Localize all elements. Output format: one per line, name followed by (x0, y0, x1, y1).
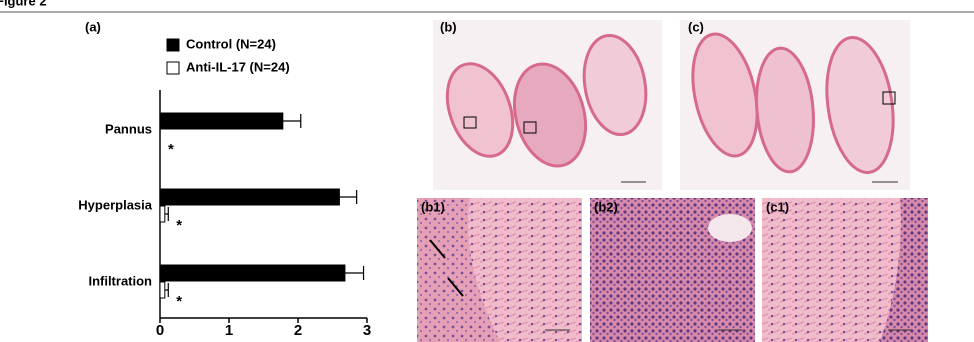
bar (159, 205, 166, 223)
significance-mark: * (168, 141, 174, 158)
legend-label: Control (N=24) (186, 36, 276, 51)
image-c1 (762, 198, 928, 342)
panel-label: (c) (688, 19, 704, 34)
error-bar (164, 207, 169, 221)
image-b (433, 20, 662, 190)
x-tick-label: 3 (363, 322, 371, 339)
category-label: Infiltration (88, 273, 152, 288)
panel-label: (c1) (766, 199, 789, 214)
error-bar (282, 114, 302, 128)
error-bar (344, 266, 365, 280)
bar (159, 281, 166, 299)
significance-mark: * (176, 217, 182, 234)
x-tick-label: 1 (225, 322, 233, 339)
panel-label: (b2) (594, 199, 618, 214)
bar (159, 112, 284, 130)
x-tick-label: 2 (294, 322, 302, 339)
error-bar (164, 283, 169, 297)
bar (159, 188, 340, 206)
panel-label: (b1) (421, 199, 445, 214)
image-b2 (590, 198, 755, 342)
category-label: Pannus (105, 121, 152, 136)
legend-swatch (166, 61, 180, 75)
image-b1 (417, 198, 582, 342)
x-tick-label: 0 (156, 322, 164, 339)
panel-label: (b) (440, 19, 457, 34)
bar (159, 264, 346, 282)
legend-label: Anti-IL-17 (N=24) (186, 59, 290, 74)
legend-swatch (166, 38, 180, 52)
error-bar (339, 190, 358, 204)
significance-mark: * (176, 293, 182, 310)
image-c (680, 20, 910, 190)
figure-title: Figure 2 (0, 0, 47, 8)
panel-label: (a) (85, 19, 101, 34)
category-label: Hyperplasia (78, 197, 152, 212)
